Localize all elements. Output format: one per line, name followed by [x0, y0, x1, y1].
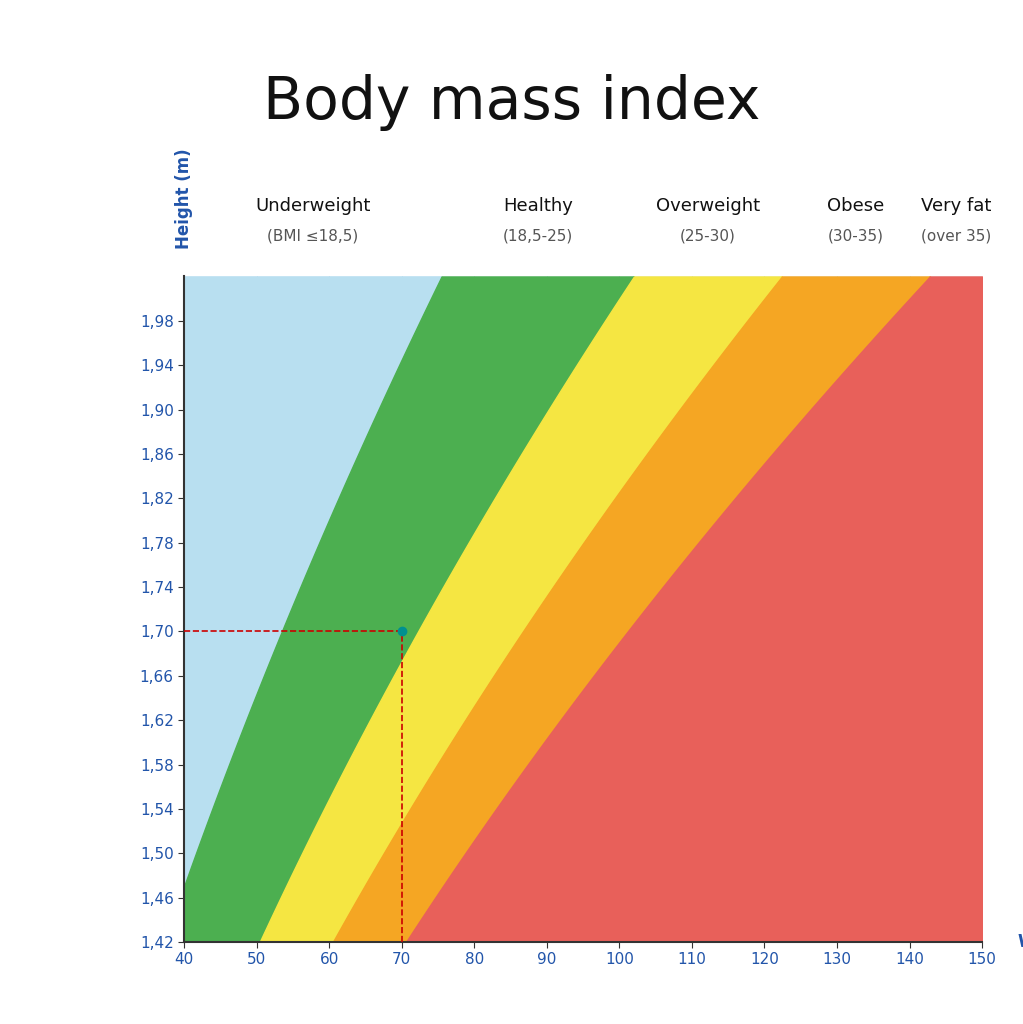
- Text: (30-35): (30-35): [828, 228, 884, 244]
- Text: (18,5-25): (18,5-25): [502, 228, 573, 244]
- Text: Height (m): Height (m): [175, 148, 193, 249]
- Text: (over 35): (over 35): [921, 228, 991, 244]
- Text: Overweight: Overweight: [656, 198, 760, 215]
- Text: Healthy: Healthy: [503, 198, 573, 215]
- Text: (25-30): (25-30): [680, 228, 736, 244]
- Text: (BMI ≤18,5): (BMI ≤18,5): [267, 228, 358, 244]
- Text: Body mass index: Body mass index: [263, 74, 760, 131]
- Text: Obese: Obese: [828, 198, 885, 215]
- Text: Underweight: Underweight: [255, 198, 370, 215]
- Text: Very fat: Very fat: [921, 198, 991, 215]
- Text: Weight (kg): Weight (kg): [1018, 933, 1023, 951]
